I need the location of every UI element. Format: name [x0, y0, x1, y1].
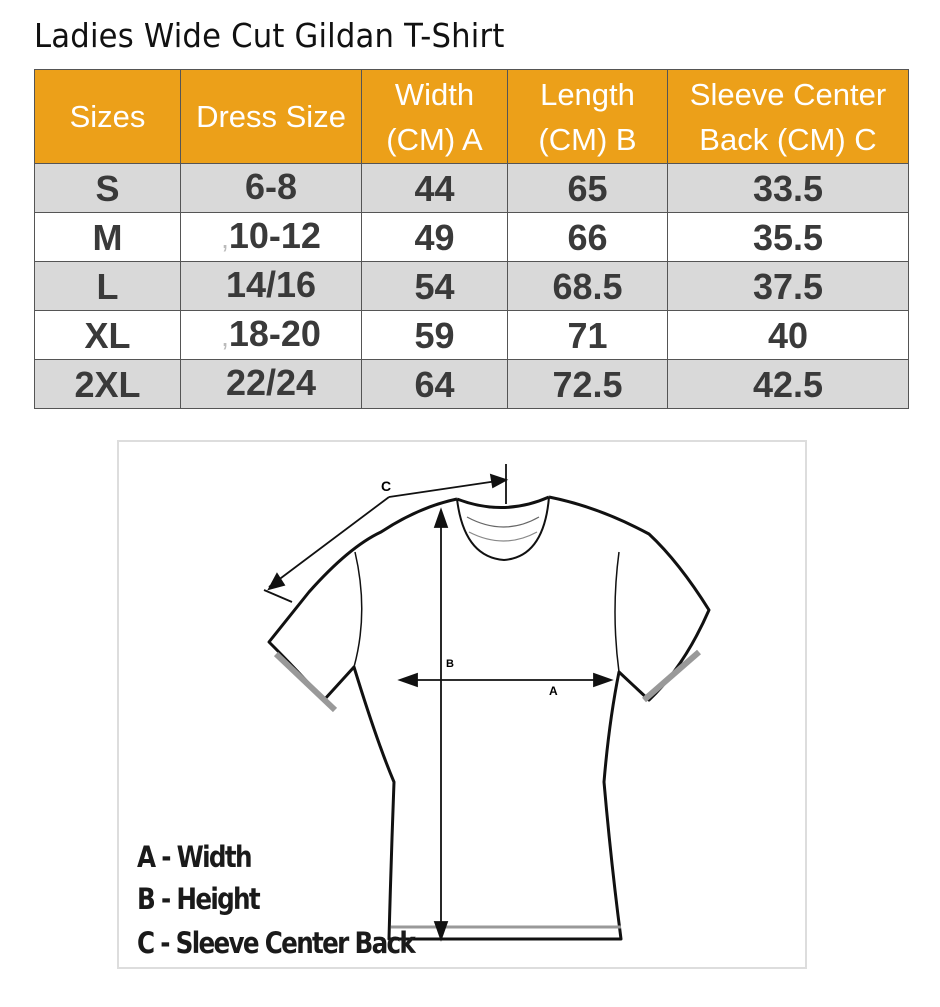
legend-width: A - Width [137, 840, 252, 874]
cell-dress-size-value: 14/16 [225, 264, 317, 305]
cell-dress-size: ,10-12 [180, 212, 362, 262]
legend-sleeve: C - Sleeve Center Back [137, 926, 416, 960]
cell-sleeve: 40 [667, 310, 909, 360]
cell-width-value: 64 [414, 363, 455, 405]
cell-dress-size-value: 10-12 [228, 215, 321, 256]
cell-length-value: 68.5 [552, 265, 623, 307]
cell-length-value: 72.5 [552, 363, 623, 405]
cell-dress-size-value: 18-20 [228, 313, 321, 354]
header-width: Width (CM) A [361, 69, 508, 164]
cell-dress-size: 22/24 [180, 359, 362, 409]
cell-size: M [34, 212, 181, 262]
cell-width: 64 [361, 359, 508, 409]
header-text: Back (CM) C [699, 121, 877, 157]
cell-length-value: 66 [567, 216, 608, 258]
cell-length: 71 [507, 310, 668, 360]
header-text: Sleeve Center [689, 76, 887, 112]
table-row: S 6-8 44 65 33.5 [34, 163, 909, 213]
header-text: Width [394, 76, 475, 112]
cell-sleeve-value: 35.5 [752, 216, 824, 258]
header-text: (CM) B [538, 121, 637, 157]
cell-dress-size: 14/16 [180, 261, 362, 311]
cell-width-value: 49 [414, 216, 455, 258]
cell-size-value: 2XL [74, 363, 141, 405]
cell-sleeve-value: 40 [767, 314, 809, 356]
cell-width: 44 [361, 163, 508, 213]
table-row: M ,10-12 49 66 35.5 [34, 212, 909, 262]
stray-comma: , [221, 223, 229, 254]
marker-b: B [446, 658, 454, 670]
cell-size: L [34, 261, 181, 311]
cell-length-value: 71 [567, 314, 608, 356]
cell-size: 2XL [34, 359, 181, 409]
tshirt-outline-icon [263, 464, 711, 942]
marker-c: C [381, 478, 392, 494]
cell-dress-size: ,18-20 [180, 310, 362, 360]
cell-sleeve-value: 33.5 [752, 167, 824, 209]
cell-width: 54 [361, 261, 508, 311]
header-text: Length [540, 76, 635, 112]
cell-size-value: L [96, 265, 119, 307]
cell-sleeve: 37.5 [667, 261, 909, 311]
legend-height: B - Height [137, 882, 261, 916]
marker-a: A [549, 684, 558, 698]
header-text: (CM) A [386, 121, 483, 157]
cell-sleeve-value: 42.5 [752, 363, 824, 405]
header-text: Sizes [69, 99, 146, 134]
cell-width: 49 [361, 212, 508, 262]
cell-width-value: 54 [414, 265, 455, 307]
size-chart-table: Sizes Dress Size Width (CM) A Length (CM) … [34, 69, 909, 409]
header-length: Length (CM) B [507, 69, 668, 164]
cell-width-value: 59 [414, 314, 455, 356]
cell-dress-size: 6-8 [180, 163, 362, 213]
cell-sleeve-value: 37.5 [752, 265, 824, 307]
cell-size-value: M [92, 216, 123, 258]
cell-size-value: XL [84, 314, 131, 356]
table-row: L 14/16 54 68.5 37.5 [34, 261, 909, 311]
header-sleeve: Sleeve Center Back (CM) C [667, 69, 909, 164]
table-row: 2XL 22/24 64 72.5 42.5 [34, 359, 909, 409]
cell-width: 59 [361, 310, 508, 360]
tshirt-measurement-diagram: C B A A - Width B - Height C - Sleeve Ce… [117, 440, 807, 969]
cell-sleeve: 35.5 [667, 212, 909, 262]
cell-sleeve: 42.5 [667, 359, 909, 409]
cell-length: 72.5 [507, 359, 668, 409]
cell-size: XL [34, 310, 181, 360]
cell-length: 65 [507, 163, 668, 213]
table-row: XL ,18-20 59 71 40 [34, 310, 909, 360]
cell-dress-size-value: 6-8 [244, 166, 298, 207]
page-title: Ladies Wide Cut Gildan T-Shirt [34, 16, 505, 55]
stray-comma: , [221, 321, 229, 352]
cell-sleeve: 33.5 [667, 163, 909, 213]
header-sizes: Sizes [34, 69, 181, 164]
cell-size-value: S [95, 167, 120, 209]
cell-width-value: 44 [414, 167, 455, 209]
cell-length: 68.5 [507, 261, 668, 311]
table-header-row: Sizes Dress Size Width (CM) A Length (CM) … [34, 69, 909, 164]
header-dress-size: Dress Size [180, 69, 362, 164]
cell-dress-size-value: 22/24 [225, 362, 317, 403]
cell-length: 66 [507, 212, 668, 262]
cell-length-value: 65 [567, 167, 608, 209]
cell-size: S [34, 163, 181, 213]
header-text: Dress Size [196, 99, 346, 134]
